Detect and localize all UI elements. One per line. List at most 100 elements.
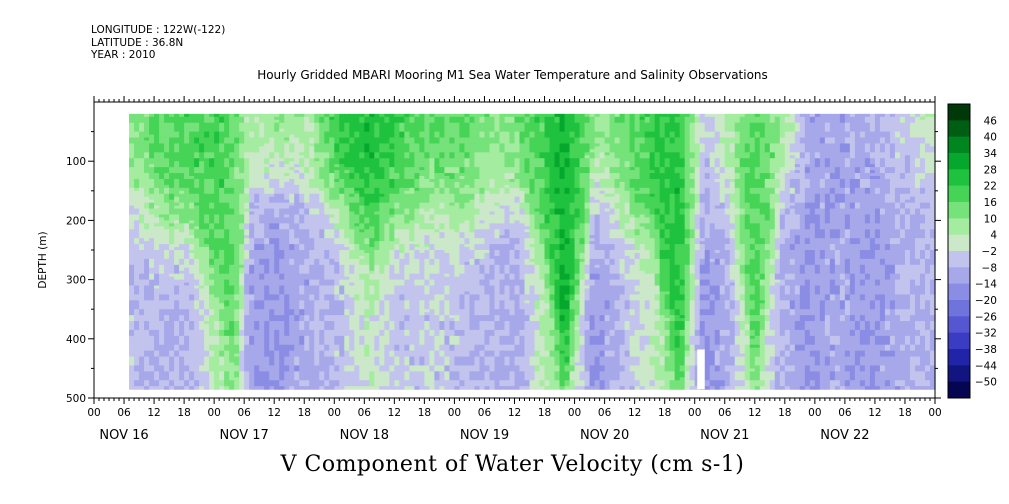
heatmap-cell [254,149,260,153]
heatmap-cell [204,202,210,207]
heatmap-cell [159,167,165,171]
heatmap-cell [189,279,195,284]
heatmap-cell [199,217,205,221]
heatmap-cell [264,365,270,369]
heatmap-cell [214,229,220,233]
heatmap-cell [144,288,150,293]
heatmap-cell [254,137,260,142]
heatmap-cell [249,306,255,310]
heatmap-cell [189,326,195,331]
heatmap-cell [264,368,270,372]
heatmap-cell [134,347,140,352]
heatmap-cell [229,164,235,168]
heatmap-cell [279,329,285,334]
heatmap-cell [259,261,265,266]
heatmap-cell [229,214,235,219]
heatmap-cell [169,190,175,195]
heatmap-cell [139,365,145,369]
heatmap-cell [214,244,220,248]
heatmap-cell [229,350,235,355]
heatmap-cell [169,338,175,343]
heatmap-cell [229,321,235,325]
heatmap-cell [169,193,175,198]
heatmap-cell [174,131,180,136]
heatmap-cell [204,244,210,248]
heatmap-cell [184,211,190,216]
heatmap-cell [229,377,235,381]
heatmap-cell [239,309,245,313]
heatmap-cell [169,353,175,358]
heatmap-cell [174,173,180,177]
heatmap-cell [234,125,240,130]
heatmap-cell [144,267,150,272]
heatmap-cell [244,288,250,293]
heatmap-cell [249,362,255,367]
heatmap-cell [259,297,265,301]
heatmap-cell [154,294,160,298]
heatmap-cell [179,300,185,304]
heatmap-cell [144,229,150,233]
heatmap-cell [189,125,195,130]
heatmap-cell [389,386,395,390]
heatmap-cell [274,140,280,145]
heatmap-cell [219,365,225,369]
heatmap-cell [239,196,245,201]
heatmap-cell [254,377,260,381]
heatmap-cell [134,181,140,186]
heatmap-cell [284,128,290,133]
heatmap-cell [129,226,135,230]
heatmap-cell [189,312,195,316]
heatmap-cell [184,335,190,340]
heatmap-cell [289,258,295,263]
heatmap-cell [199,380,205,384]
heatmap-cell [154,217,160,221]
heatmap-cell [159,223,165,227]
heatmap-cell [189,386,195,390]
heatmap-cell [214,214,220,219]
heatmap-cell [259,368,265,372]
heatmap-cell [159,329,165,334]
heatmap-cell [289,122,295,127]
heatmap-cell [214,324,220,328]
heatmap-cell [294,315,300,319]
heatmap-cell [234,173,240,177]
heatmap-cell [189,190,195,195]
heatmap-cell [139,359,145,364]
heatmap-cell [274,190,280,195]
heatmap-cell [224,196,230,201]
heatmap-cell [189,217,195,221]
heatmap-cell [214,170,220,174]
heatmap-cell [134,285,140,290]
heatmap-cell [204,250,210,254]
heatmap-cell [179,315,185,319]
heatmap-cell [144,214,150,219]
heatmap-cell [189,232,195,236]
heatmap-cell [279,149,285,153]
heatmap-cell [154,359,160,364]
heatmap-cell [189,276,195,281]
heatmap-cell [279,353,285,358]
heatmap-cell [164,229,170,233]
heatmap-cell [239,167,245,171]
heatmap-cell [159,134,165,139]
heatmap-cell [279,178,285,183]
heatmap-cell [194,214,200,219]
heatmap-cell [179,347,185,352]
heatmap-cell [149,220,155,224]
heatmap-cell [274,326,280,331]
heatmap-cell [244,374,250,378]
heatmap-cell [249,158,255,162]
heatmap-cell [249,353,255,358]
heatmap-cell [294,329,300,334]
heatmap-cell [174,303,180,307]
heatmap-cell [134,226,140,230]
heatmap-cell [264,164,270,168]
heatmap-cell [184,315,190,319]
heatmap-cell [294,205,300,210]
heatmap-cell [199,178,205,183]
heatmap-cell [269,258,275,263]
heatmap-cell [194,229,200,233]
heatmap-cell [289,220,295,224]
heatmap-cell [209,140,215,145]
heatmap-cell [169,226,175,230]
